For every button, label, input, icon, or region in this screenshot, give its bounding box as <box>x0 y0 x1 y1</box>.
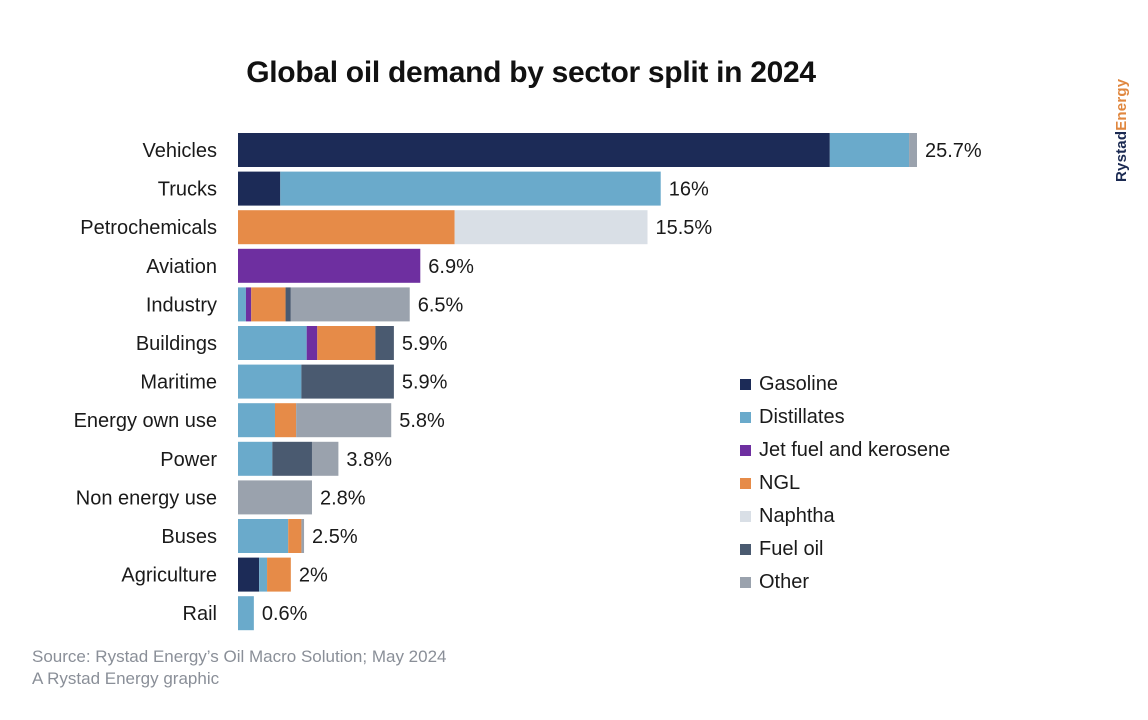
bar-segment-vehicles-other <box>909 133 917 167</box>
bar-segment-industry-other <box>290 287 410 322</box>
bar-segment-trucks-distillates <box>280 171 661 206</box>
bar-segment-energy-own-use-ngl <box>274 403 297 438</box>
total-label-aviation: 6.9% <box>428 256 474 278</box>
bar-segment-power-fuel-oil <box>272 441 312 476</box>
legend-swatch-gasoline <box>740 379 751 390</box>
legend-label-other: Other <box>759 571 810 593</box>
bar-segment-buildings-jet-fuel-and-kerosene <box>306 326 318 360</box>
category-label-buildings: Buildings <box>136 333 217 355</box>
category-label-non-energy-use: Non energy use <box>76 487 217 509</box>
total-label-non-energy-use: 2.8% <box>320 487 366 509</box>
category-label-vehicles: Vehicles <box>143 140 218 162</box>
total-label-agriculture: 2% <box>299 565 328 587</box>
legend-label-distillates: Distillates <box>759 406 845 428</box>
bar-segment-buildings-fuel-oil <box>375 326 394 360</box>
legend-label-gasoline: Gasoline <box>759 373 838 395</box>
total-label-buildings: 5.9% <box>402 333 448 355</box>
source-note: Source: Rystad Energy’s Oil Macro Soluti… <box>32 647 447 666</box>
bar-segment-vehicles-distillates <box>829 133 910 167</box>
category-label-industry: Industry <box>146 294 217 316</box>
legend-label-naphtha: Naphtha <box>759 505 835 527</box>
legend-label-jet-fuel-and-kerosene: Jet fuel and kerosene <box>759 439 951 461</box>
bar-segment-maritime-fuel-oil <box>301 364 394 399</box>
bar-segment-buses-distillates <box>238 519 289 553</box>
chart-title: Global oil demand by sector split in 202… <box>246 56 816 89</box>
footer: Source: Rystad Energy’s Oil Macro Soluti… <box>32 646 447 690</box>
legend-item-fuel-oil: Fuel oil <box>740 533 950 566</box>
legend-swatch-jet-fuel-and-kerosene <box>740 445 751 456</box>
legend-item-jet-fuel-and-kerosene: Jet fuel and kerosene <box>740 434 950 467</box>
bar-segment-power-other <box>311 441 339 476</box>
bar-segment-rail-distillates <box>238 596 254 631</box>
bar-segment-petrochemicals-ngl <box>238 210 455 245</box>
bar-segment-industry-distillates <box>238 287 246 322</box>
bar-segment-energy-own-use-other <box>296 403 392 438</box>
total-label-petrochemicals: 15.5% <box>656 217 713 239</box>
legend-swatch-fuel-oil <box>740 544 751 555</box>
bar-segment-industry-ngl <box>251 287 286 322</box>
bar-segment-non-energy-use-other <box>238 480 312 515</box>
bar-segment-trucks-gasoline <box>238 171 281 206</box>
category-label-petrochemicals: Petrochemicals <box>80 217 217 239</box>
bar-segment-energy-own-use-distillates <box>238 403 275 438</box>
bar-segment-agriculture-ngl <box>267 557 291 592</box>
total-label-energy-own-use: 5.8% <box>399 410 445 432</box>
bar-segment-maritime-distillates <box>238 364 302 399</box>
bar-segment-industry-jet-fuel-and-kerosene <box>245 287 252 322</box>
bar-segment-aviation-jet-fuel-and-kerosene <box>238 248 421 283</box>
total-label-buses: 2.5% <box>312 526 358 548</box>
bar-segment-power-distillates <box>238 441 273 476</box>
legend-item-other: Other <box>740 566 950 599</box>
total-label-power: 3.8% <box>346 449 392 471</box>
bar-segment-industry-fuel-oil <box>285 287 291 322</box>
category-label-buses: Buses <box>161 526 217 548</box>
total-label-industry: 6.5% <box>418 294 464 316</box>
category-label-aviation: Aviation <box>146 256 217 278</box>
legend-swatch-ngl <box>740 478 751 489</box>
total-label-vehicles: 25.7% <box>925 140 982 162</box>
category-label-power: Power <box>160 449 217 471</box>
category-label-maritime: Maritime <box>140 372 217 394</box>
total-label-trucks: 16% <box>669 179 709 201</box>
legend-label-fuel-oil: Fuel oil <box>759 538 824 560</box>
bar-segment-buildings-ngl <box>317 326 376 360</box>
bar-segment-buses-ngl <box>288 519 302 553</box>
category-label-rail: Rail <box>183 603 217 625</box>
legend-item-naphtha: Naphtha <box>740 500 950 533</box>
bar-segment-vehicles-gasoline <box>238 133 830 167</box>
legend-item-distillates: Distillates <box>740 401 950 434</box>
legend-swatch-other <box>740 577 751 588</box>
bar-segment-buildings-distillates <box>238 326 307 360</box>
legend-label-ngl: NGL <box>759 472 801 494</box>
total-label-maritime: 5.9% <box>402 372 448 394</box>
bar-segment-agriculture-gasoline <box>238 557 260 592</box>
category-label-agriculture: Agriculture <box>121 565 217 587</box>
legend-swatch-naphtha <box>740 511 751 522</box>
category-label-trucks: Trucks <box>158 179 217 201</box>
total-label-rail: 0.6% <box>262 603 308 625</box>
category-label-energy-own-use: Energy own use <box>74 410 217 432</box>
bar-segment-agriculture-distillates <box>259 557 268 592</box>
credit-note: A Rystad Energy graphic <box>32 669 220 688</box>
chart-legend: Gasoline Distillates Jet fuel and kerosene… <box>740 368 950 599</box>
legend-swatch-distillates <box>740 412 751 423</box>
bar-segment-petrochemicals-naphtha <box>454 210 648 245</box>
bar-segment-buses-other <box>301 519 305 553</box>
legend-item-ngl: NGL <box>740 467 950 500</box>
legend-item-gasoline: Gasoline <box>740 368 950 401</box>
